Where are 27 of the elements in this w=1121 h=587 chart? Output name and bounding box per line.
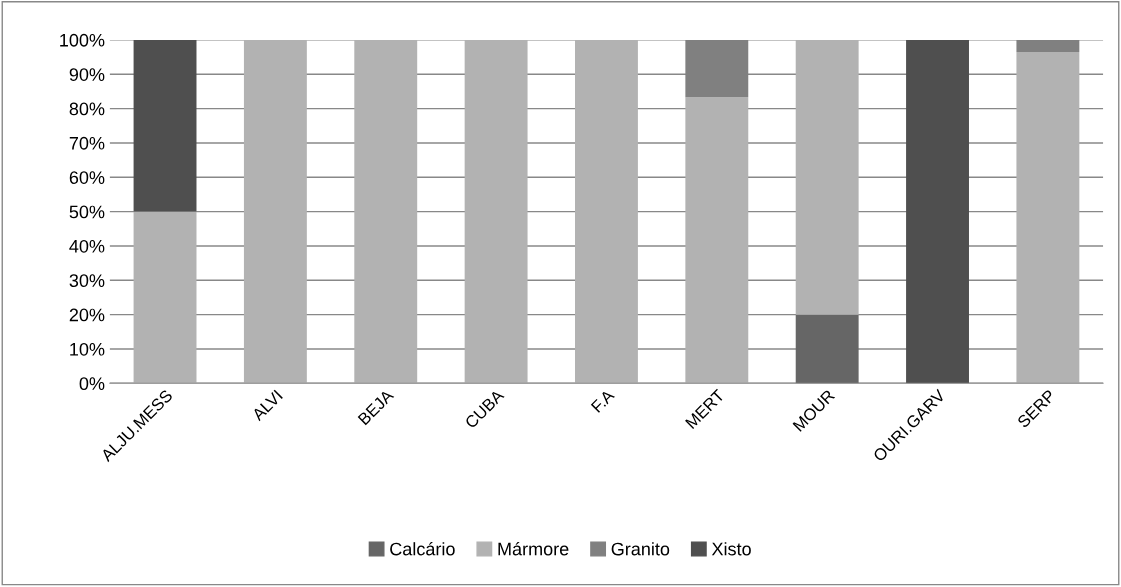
y-tick-label: 0% [79,377,105,391]
legend-label: Granito [611,542,670,556]
bar [133,39,197,212]
y-tick-label: 60% [69,171,105,184]
y-tick-label: 100% [60,33,105,47]
bar [133,211,197,384]
bar [575,39,638,384]
y-tick-label: 20% [69,308,105,322]
bar [685,97,749,384]
legend-label: Xisto [711,542,751,556]
legend-label: Mármore [498,541,569,556]
bar [795,39,859,315]
x-tick-label: F.A [590,388,615,413]
bar [354,39,418,384]
bar [464,39,528,384]
bar [795,314,859,384]
bar [906,39,969,384]
y-tick-label: 70% [69,136,105,150]
y-tick-label: 50% [69,205,105,219]
y-tick-label: 80% [69,102,105,116]
y-tick-label: 90% [69,68,105,81]
y-tick-label: 40% [69,239,105,253]
legend-label: Calcário [390,541,455,556]
y-tick-label: 10% [70,342,105,356]
bar [1016,51,1080,384]
y-tick-label: 30% [69,274,105,288]
bar [243,39,307,384]
